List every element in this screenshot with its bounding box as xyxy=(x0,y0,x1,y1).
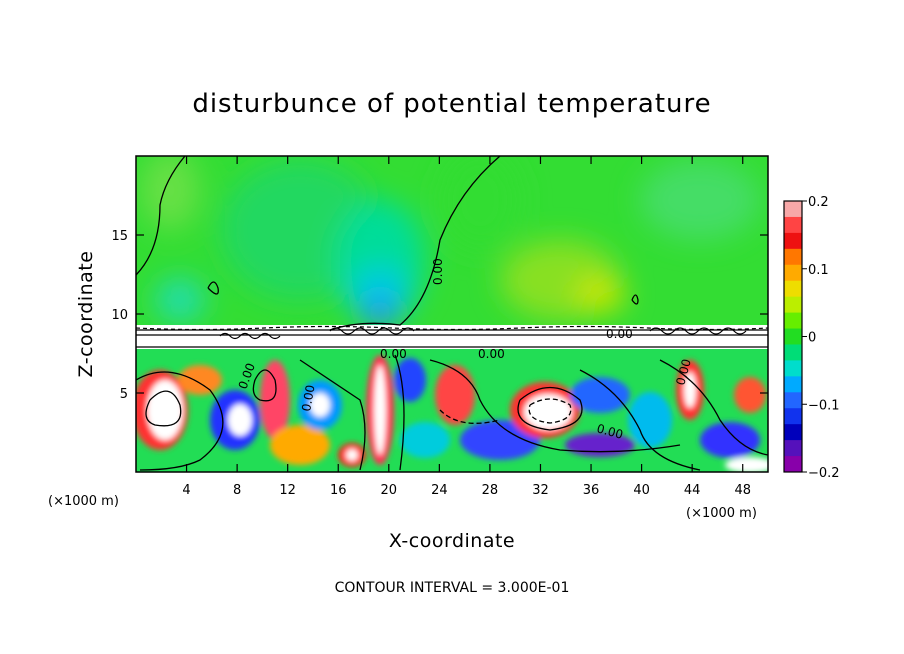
y-tick-label: 5 xyxy=(120,387,128,402)
x-unit-label-right: (×1000 m) xyxy=(686,506,757,521)
y-axis-title: Z-coordinate xyxy=(75,251,97,378)
colorbar-swatch xyxy=(784,376,802,393)
x-tick-label: 36 xyxy=(583,483,600,498)
x-tick-label: 16 xyxy=(330,483,347,498)
colorbar-swatch xyxy=(784,248,802,266)
y-tick-label: 15 xyxy=(111,229,128,244)
colorbar-tick-label: 0.1 xyxy=(808,263,829,278)
x-tick-label: 28 xyxy=(482,483,499,498)
x-tick-label: 48 xyxy=(734,483,751,498)
y-axis: 5 10 15 xyxy=(111,229,768,402)
colorbar-swatch xyxy=(784,264,802,282)
x-tick-label: 24 xyxy=(431,483,448,498)
contour-interval-note: CONTOUR INTERVAL = 3.000E-01 xyxy=(335,580,570,596)
contour-label: 0.00 xyxy=(595,421,624,441)
contour-label: 0.00 xyxy=(478,347,505,361)
chart-title: disturbunce of potential temperature xyxy=(192,89,711,119)
colorbar-swatch xyxy=(784,344,802,361)
contour-label: 0.00 xyxy=(673,357,693,386)
contour-label: 0.00 xyxy=(431,258,445,285)
contour-label: 0.00 xyxy=(299,384,317,413)
plot-area: 0.00 0.00 0.00 0.00 0.00 0.00 0.00 0.00 xyxy=(136,156,768,472)
contour-label: 0.00 xyxy=(606,327,633,341)
colorbar-swatch xyxy=(784,312,802,330)
x-axis: 4 8 12 16 20 24 28 32 36 40 44 48 xyxy=(182,156,751,498)
upper-field-blobs xyxy=(140,156,760,326)
colorbar: 0.2 0.1 0 −0.1 −0.2 xyxy=(783,195,840,481)
colorbar-swatch xyxy=(784,296,802,314)
lower-field-blobs xyxy=(136,355,768,472)
contour-label: 0.00 xyxy=(380,347,407,361)
x-tick-label: 40 xyxy=(633,483,650,498)
x-axis-title: X-coordinate xyxy=(389,530,515,552)
x-unit-label-left: (×1000 m) xyxy=(48,494,119,509)
colorbar-tick-label: −0.2 xyxy=(808,466,840,481)
colorbar-swatch xyxy=(784,392,802,409)
x-tick-label: 4 xyxy=(182,483,190,498)
colorbar-swatch xyxy=(784,456,802,473)
x-tick-label: 20 xyxy=(381,483,398,498)
x-tick-label: 32 xyxy=(532,483,549,498)
colorbar-swatch xyxy=(784,408,802,425)
colorbar-swatch xyxy=(784,424,802,441)
y-tick-label: 10 xyxy=(111,308,128,323)
colorbar-tick-label: 0.2 xyxy=(808,195,829,210)
cap-layer-noise xyxy=(136,325,768,348)
colorbar-swatch xyxy=(784,201,802,218)
x-tick-label: 44 xyxy=(684,483,701,498)
colorbar-tick-label: 0 xyxy=(808,331,816,346)
colorbar-swatch xyxy=(784,280,802,298)
colorbar-swatch xyxy=(784,216,802,234)
contour-lines xyxy=(136,156,768,471)
x-tick-label: 8 xyxy=(233,483,241,498)
x-tick-label: 12 xyxy=(279,483,296,498)
colorbar-swatch xyxy=(784,328,802,345)
colorbar-swatch xyxy=(784,360,802,377)
colorbar-tick-label: −0.1 xyxy=(808,398,840,413)
colorbar-swatch xyxy=(784,232,802,250)
colorbar-swatch xyxy=(784,440,802,457)
